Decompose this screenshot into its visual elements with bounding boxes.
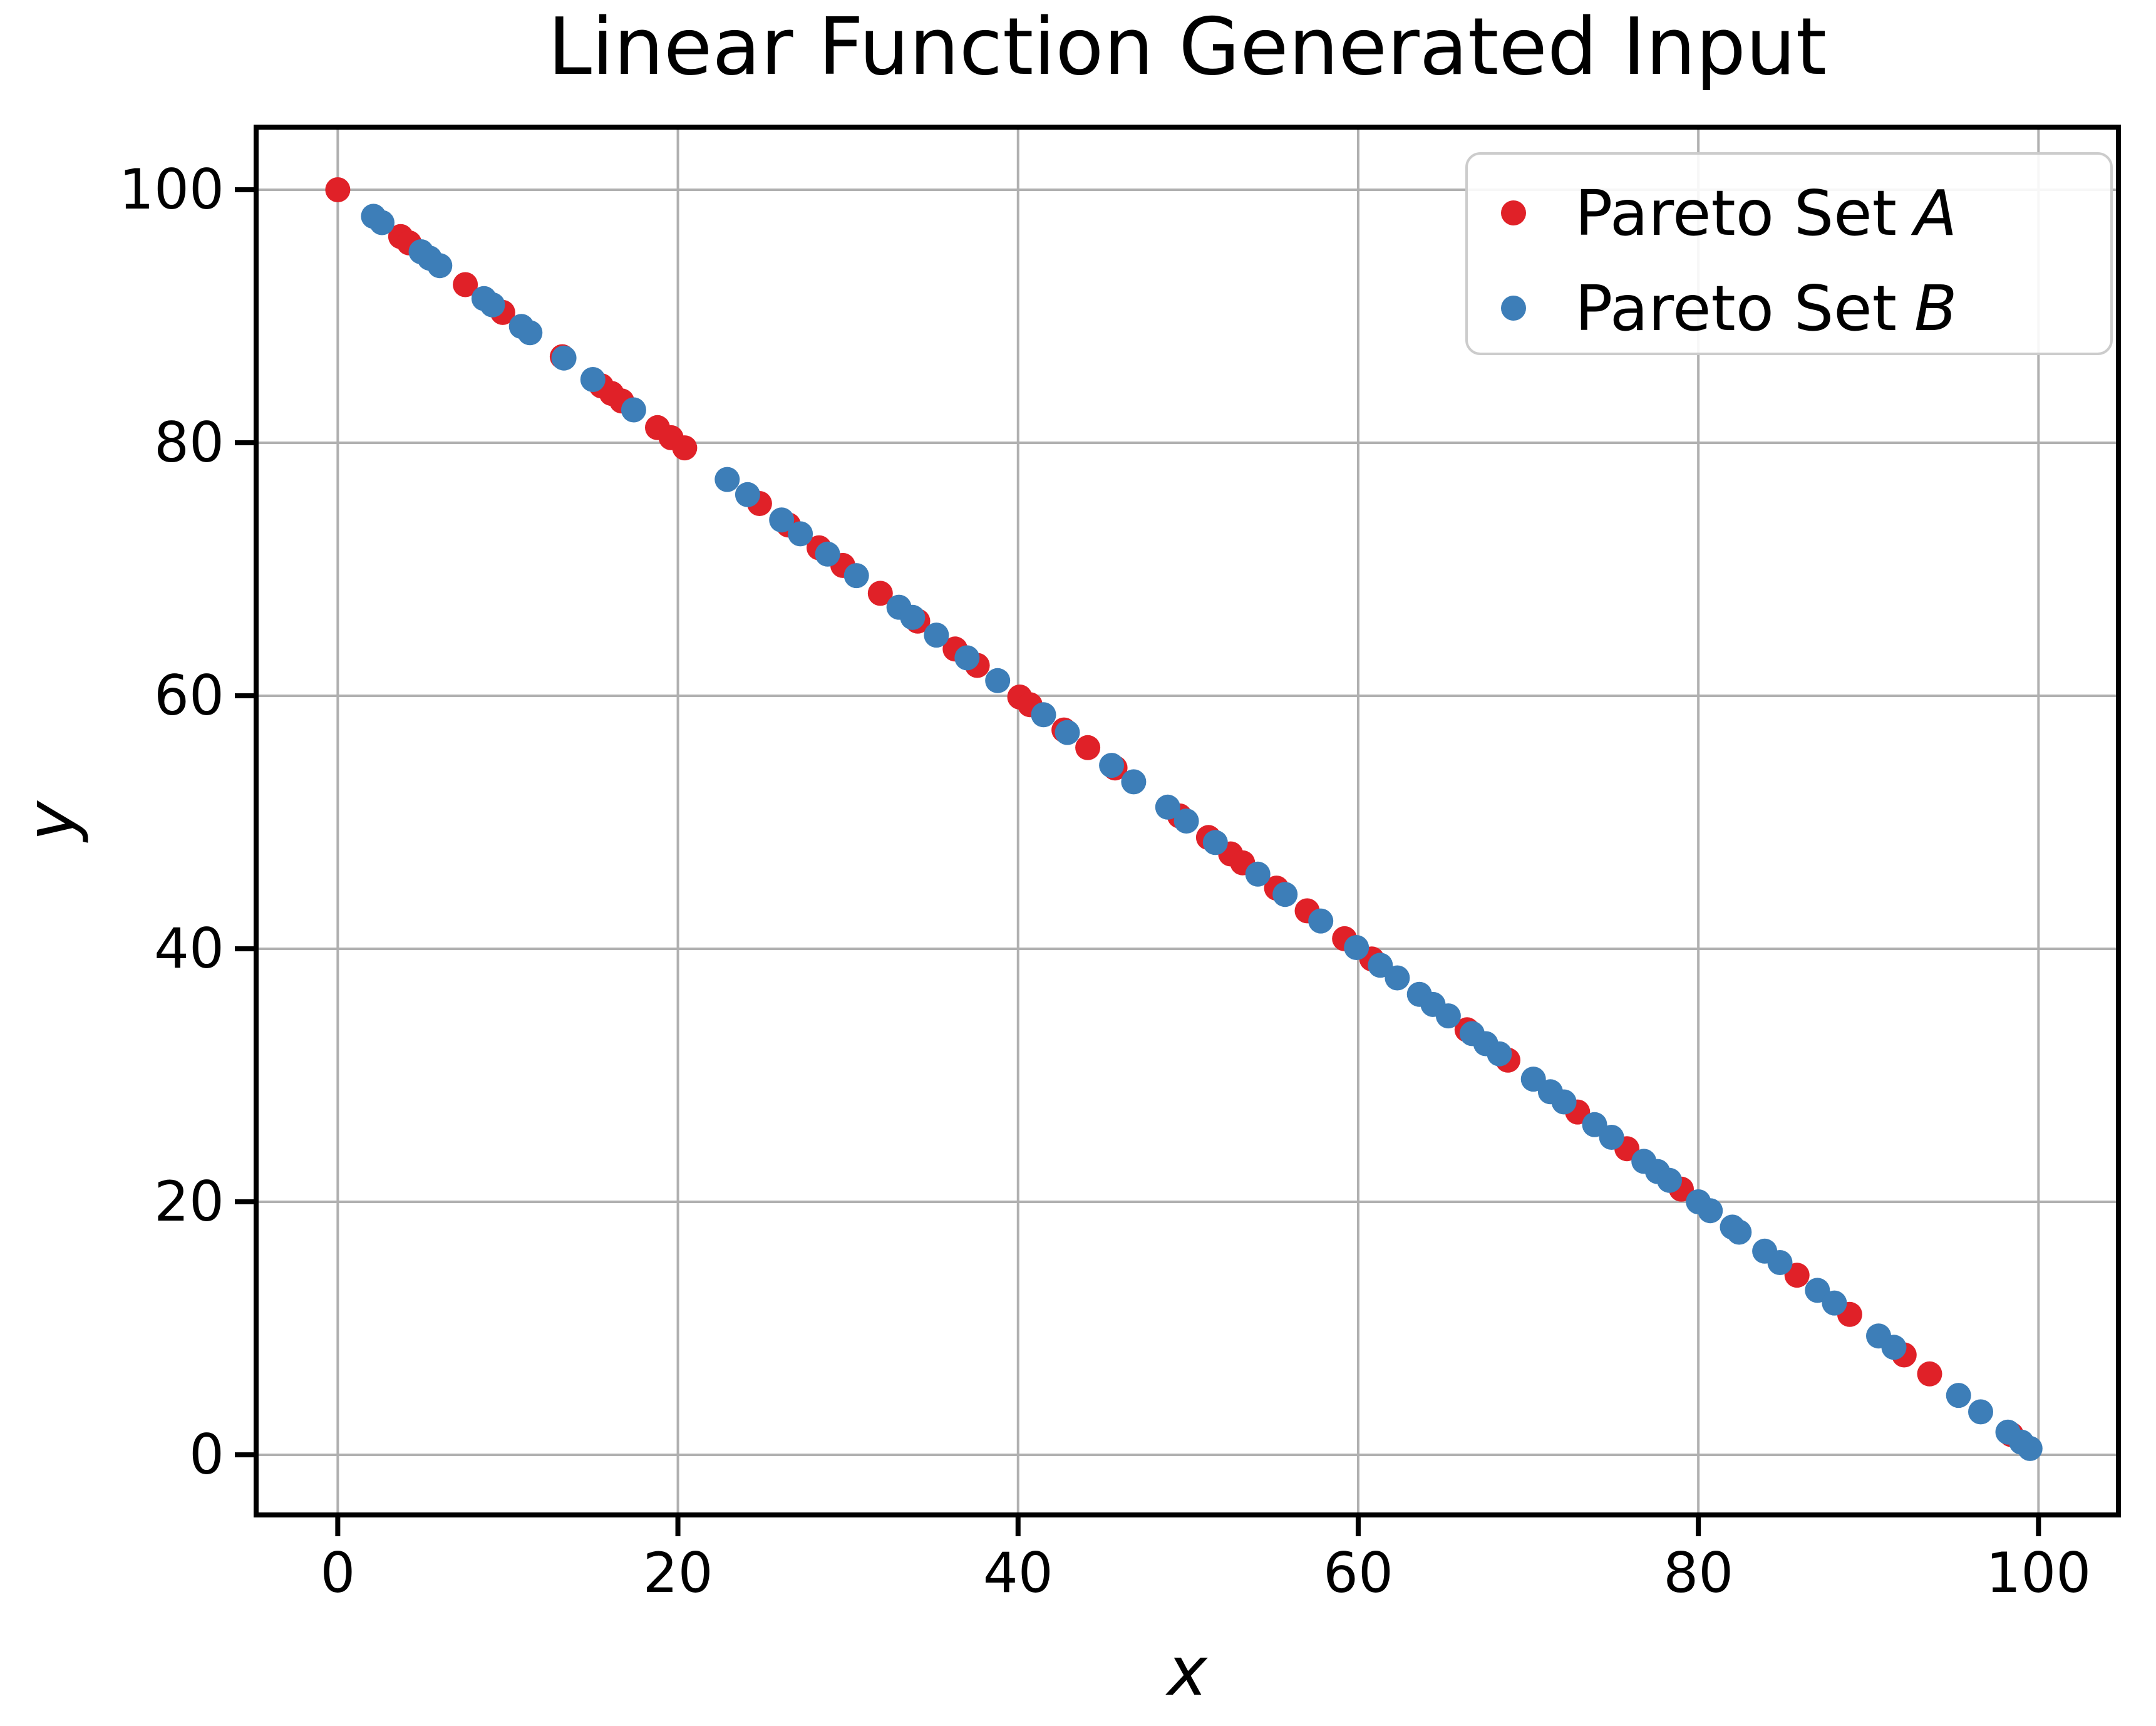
y-tick-label: 20 xyxy=(154,1169,224,1234)
scatter-point-setB xyxy=(1121,769,1147,795)
legend-marker-set-b xyxy=(1501,296,1526,321)
scatter-point-setA xyxy=(1917,1361,1942,1387)
scatter-point-setB xyxy=(1726,1219,1752,1245)
scatter-point-setB xyxy=(1099,753,1125,778)
scatter-point-setB xyxy=(815,541,840,567)
x-axis-label: x xyxy=(1165,1633,1208,1711)
scatter-point-setB xyxy=(735,482,760,507)
scatter-point-setB xyxy=(517,320,543,346)
scatter-point-setB xyxy=(551,345,577,371)
scatter-point-setB xyxy=(1308,908,1334,934)
scatter-point-setB xyxy=(2017,1435,2043,1461)
legend-label-set-a: Pareto Set A xyxy=(1575,177,1957,250)
y-tick-label: 40 xyxy=(154,916,224,981)
legend-frame xyxy=(1465,152,2113,355)
scatter-point-setB xyxy=(1385,965,1410,991)
scatter-point-setB xyxy=(924,623,949,648)
scatter-point-setB xyxy=(985,668,1011,693)
scatter-point-setB xyxy=(714,467,740,492)
scatter-point-setB xyxy=(900,604,926,630)
legend-label-set-a-prefix: Pareto Set xyxy=(1575,177,1897,250)
tick-marks xyxy=(235,187,2041,1536)
x-tick-label: 40 xyxy=(983,1541,1053,1605)
scatter-point-setB xyxy=(954,645,980,671)
x-tick-label: 100 xyxy=(1986,1541,2091,1605)
tick-labels: 0 20 40 60 80 100 0 20 40 60 80 100 xyxy=(119,157,2091,1605)
x-tick-label: 60 xyxy=(1323,1541,1393,1605)
scatter-point-setB xyxy=(1344,935,1369,960)
legend-label-set-b-suffix: B xyxy=(1914,272,1957,345)
scatter-point-setA xyxy=(325,177,351,202)
scatter-point-setB xyxy=(1202,830,1228,855)
y-axis-label: y xyxy=(12,800,90,843)
x-tick-label: 80 xyxy=(1663,1541,1733,1605)
x-tick-label: 20 xyxy=(643,1541,713,1605)
scatter-point-setB xyxy=(769,507,795,533)
y-tick-label: 60 xyxy=(154,663,224,728)
scatter-point-setB xyxy=(843,563,869,589)
scatter-point-setB xyxy=(580,367,606,392)
scatter-point-setB xyxy=(1245,861,1271,887)
scatter-point-setB xyxy=(1767,1250,1793,1275)
scatter-point-setB xyxy=(1272,882,1298,907)
legend-label-set-b: Pareto Set B xyxy=(1575,272,1957,345)
scatter-point-setA xyxy=(1075,735,1101,760)
scatter-point-setA xyxy=(453,272,478,297)
legend-label-set-b-prefix: Pareto Set xyxy=(1575,272,1897,345)
legend-marker-set-a xyxy=(1501,200,1526,225)
y-tick-label: 0 xyxy=(189,1422,224,1487)
scatter-point-setB xyxy=(788,521,813,547)
scatter-point-setB xyxy=(1487,1041,1512,1067)
x-tick-label: 0 xyxy=(320,1541,355,1605)
scatter-point-setA xyxy=(867,581,893,606)
scatter-point-setB xyxy=(1698,1198,1723,1224)
y-tick-label: 80 xyxy=(154,410,224,475)
scatter-point-setA xyxy=(672,435,698,461)
axes-spines xyxy=(254,125,2121,1517)
scatter-point-setB xyxy=(480,292,505,318)
scatter-point-setB xyxy=(1599,1125,1624,1150)
scatter-point-setB xyxy=(1155,794,1180,820)
scatter-point-setB xyxy=(1946,1383,1971,1408)
scatter-point-setB xyxy=(1173,809,1199,834)
scatter-point-setB xyxy=(1435,1003,1461,1029)
scatter-point-setB xyxy=(1881,1335,1907,1360)
scatter-series-pareto-set-b xyxy=(361,204,2043,1461)
y-tick-label: 100 xyxy=(119,157,224,222)
scatter-point-setB xyxy=(621,397,646,423)
scatter-point-setB xyxy=(427,253,453,279)
scatter-point-setB xyxy=(1031,702,1056,728)
scatter-point-setB xyxy=(1055,720,1080,745)
chart-title: Linear Function Generated Input xyxy=(548,1,1827,93)
legend-label-set-a-suffix: A xyxy=(1911,177,1957,250)
gridlines xyxy=(256,127,2118,1515)
legend: Pareto Set A Pareto Set B xyxy=(1465,152,2113,355)
scatter-point-setB xyxy=(1551,1089,1577,1115)
scatter-point-setB xyxy=(1657,1167,1682,1193)
scatter-point-setB xyxy=(1968,1399,1993,1425)
scatter-point-setB xyxy=(1822,1290,1847,1316)
scatter-point-setB xyxy=(369,210,395,235)
